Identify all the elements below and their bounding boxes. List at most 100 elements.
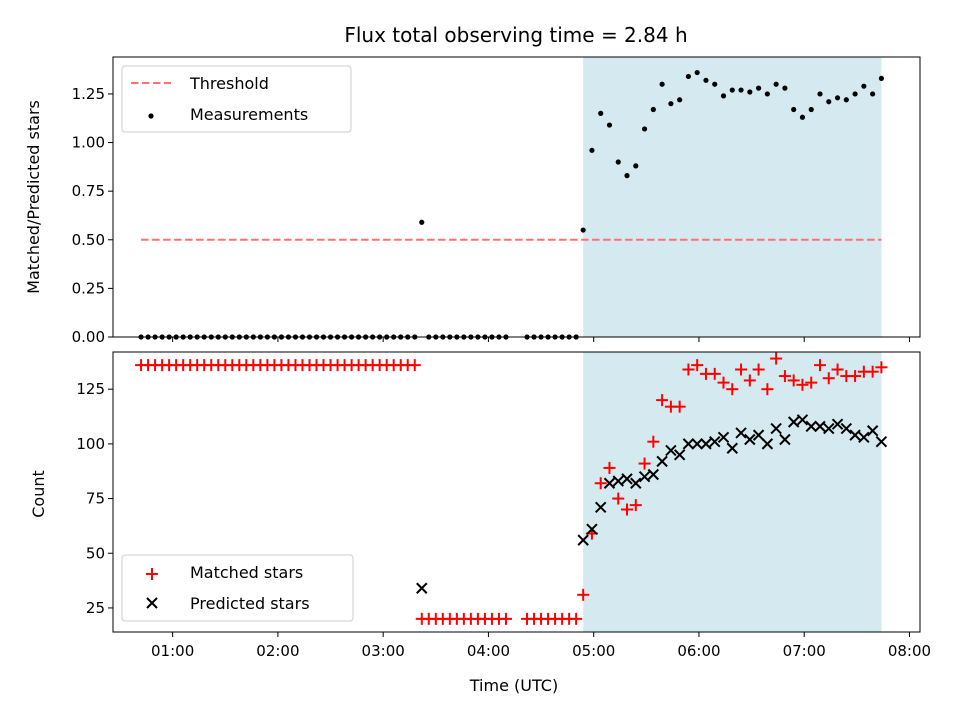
measurement-point <box>720 93 727 99</box>
measurement-point <box>712 81 718 87</box>
matched-star-point <box>796 378 809 391</box>
matched-star-point <box>656 394 669 407</box>
matched-star-point <box>822 372 835 385</box>
predicted-star-point <box>726 442 738 454</box>
matched-star-point <box>708 367 721 380</box>
measurement-point <box>843 97 849 103</box>
predicted-star-point <box>586 523 598 535</box>
measurement-point <box>764 91 770 97</box>
predicted-star-point <box>665 444 677 457</box>
predicted-star-point <box>647 468 660 481</box>
x-tick-label: 05:00 <box>572 642 615 660</box>
measurement-point <box>694 69 700 76</box>
matched-star-point <box>866 365 879 378</box>
matched-star-point <box>577 588 590 601</box>
matched-star-point <box>849 370 862 383</box>
y-tick-label: 125 <box>76 380 105 398</box>
matched-star-point <box>875 361 888 374</box>
predicted-star-point <box>823 422 835 435</box>
predicted-star-point <box>858 431 870 444</box>
matched-star-point <box>717 376 730 389</box>
legend-bottom-box <box>121 554 354 622</box>
y-tick-label: 50 <box>86 544 105 562</box>
matched-star-point <box>408 359 421 372</box>
measurement-point <box>861 83 867 89</box>
measurement-point <box>808 106 814 113</box>
x-ticks-top <box>172 337 910 342</box>
matched-star-point <box>629 499 642 512</box>
measurement-point <box>870 91 876 97</box>
y-tick-label: 0.75 <box>72 182 105 200</box>
y-ticks-top: 0.00 0.25 0.50 0.75 1.00 1.25 <box>72 85 113 346</box>
matched-star-point <box>814 359 827 372</box>
measurement-point <box>791 106 797 113</box>
matched-star-point <box>761 383 774 396</box>
chart-title: Flux total observing time = 2.84 h <box>344 23 687 47</box>
shaded-interval-top <box>583 57 882 337</box>
predicted-star-point <box>595 501 607 514</box>
measurement-point <box>659 81 665 87</box>
y-tick-label: 75 <box>86 490 105 508</box>
matched-star-point <box>570 612 583 625</box>
predicted-star-point <box>735 427 747 439</box>
predicted-star-point <box>612 475 624 487</box>
y-tick-label: 0.50 <box>72 231 105 249</box>
matched-star-point <box>603 461 616 474</box>
matched-star-point <box>612 492 625 505</box>
y-tick-label: 0.25 <box>72 279 105 297</box>
legend-threshold-label: Threshold <box>189 74 269 93</box>
predicted-star-point <box>717 431 730 444</box>
measurement-point <box>703 77 709 83</box>
x-tick-label: 04:00 <box>467 642 510 660</box>
measurement-point <box>852 91 858 97</box>
measurement-point <box>782 85 788 91</box>
x-tick-label: 06:00 <box>677 642 720 660</box>
legend-matched-swatch <box>146 568 158 580</box>
x-ticks-bottom: 01:00 02:00 03:00 04:00 05:00 06:00 07:00 08:00 <box>151 632 931 660</box>
y-tick-label: 0.00 <box>72 328 105 346</box>
predicted-star-point <box>700 438 712 450</box>
matched-star-point <box>682 363 695 376</box>
matched-star-point <box>743 374 756 387</box>
matched-star-point <box>735 363 748 376</box>
predicted-star-point <box>875 435 888 448</box>
y-axis-label-bottom: Count <box>29 470 48 518</box>
predicted-star-point <box>805 420 817 433</box>
measurement-point <box>615 159 621 165</box>
measurement-point <box>677 97 683 103</box>
predicted-star-point <box>779 433 791 446</box>
x-tick-label: 08:00 <box>888 642 931 660</box>
measurement-point <box>641 126 648 132</box>
measurement-point <box>878 75 885 81</box>
axes-frame-bottom <box>112 351 921 633</box>
matched-star-point <box>831 363 844 376</box>
matched-star-point <box>726 383 739 396</box>
measurement-point <box>598 110 604 116</box>
x-tick-label: 02:00 <box>256 642 299 660</box>
measurement-point <box>419 219 425 225</box>
measurement-point <box>747 89 753 95</box>
measurement-point <box>826 99 832 105</box>
matched-star-point <box>691 359 704 372</box>
matched-star-point <box>752 363 765 376</box>
panel-top: 0.00 0.25 0.50 0.75 1.00 1.25 Flux total obse… <box>24 23 921 346</box>
predicted-star-point <box>787 416 800 428</box>
axes-frame-top <box>112 56 921 338</box>
predicted-star-point <box>761 438 774 450</box>
predicted-star-point <box>752 429 765 441</box>
predicted-star-point <box>621 473 633 485</box>
matched-star-point <box>594 477 607 490</box>
measurement-point <box>624 173 630 179</box>
matched-star-point <box>621 503 634 516</box>
matched-star-point <box>787 374 800 387</box>
predicted-star-point <box>796 414 809 426</box>
predicted-star-point <box>744 433 756 446</box>
predicted-star-point <box>770 422 782 435</box>
legend-bottom: Matched stars Predicted stars <box>121 554 354 622</box>
predicted-star-point <box>866 425 879 437</box>
measurement-point <box>606 122 613 128</box>
measurement-point <box>729 87 735 93</box>
predicted-star-point <box>849 429 861 441</box>
measurement-point <box>685 73 692 80</box>
measurement-point <box>738 87 744 93</box>
